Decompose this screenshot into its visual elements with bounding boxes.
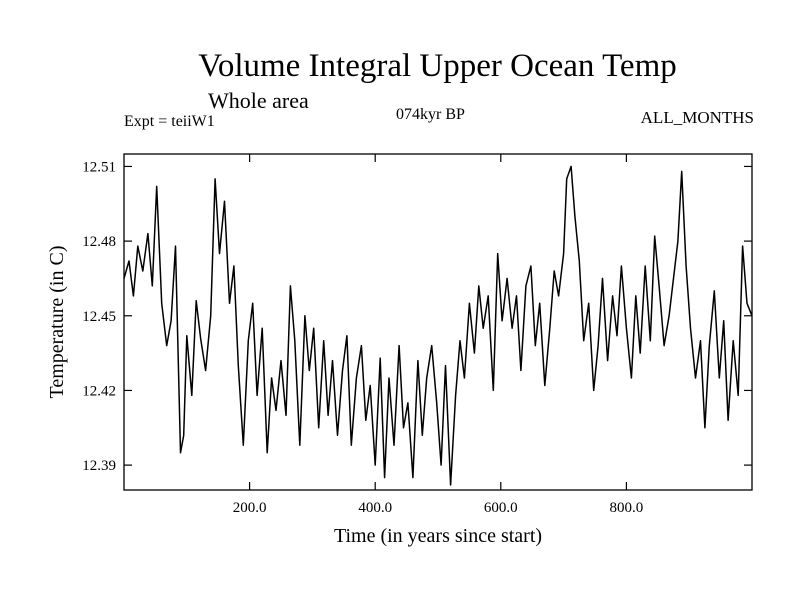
- y-tick-label: 12.51: [82, 159, 116, 175]
- months-label: ALL_MONTHS: [640, 108, 754, 127]
- y-tick-label: 12.42: [82, 383, 116, 399]
- x-tick-label: 800.0: [610, 500, 644, 516]
- y-axis-label: Temperature (in C): [46, 246, 68, 399]
- plot-frame: [123, 153, 753, 491]
- axis-ticks: 200.0 400.0 600.0 800.0 12.39 12.42 12.45 12.48…: [82, 154, 752, 516]
- period-label: 074kyr BP: [396, 106, 465, 123]
- y-tick-label: 12.45: [82, 309, 116, 325]
- x-tick-label: 200.0: [233, 500, 267, 516]
- experiment-label: Expt = teiiW1: [124, 113, 215, 130]
- temperature-series-line: [123, 165, 753, 486]
- x-tick-label: 600.0: [484, 500, 518, 516]
- x-tick-label: 400.0: [358, 500, 392, 516]
- y-tick-label: 12.48: [82, 234, 116, 250]
- chart-title: Volume Integral Upper Ocean Temp: [198, 48, 677, 84]
- x-axis-label: Time (in years since start): [334, 525, 542, 547]
- chart-subtitle: Whole area: [208, 88, 309, 113]
- y-tick-label: 12.39: [82, 458, 116, 474]
